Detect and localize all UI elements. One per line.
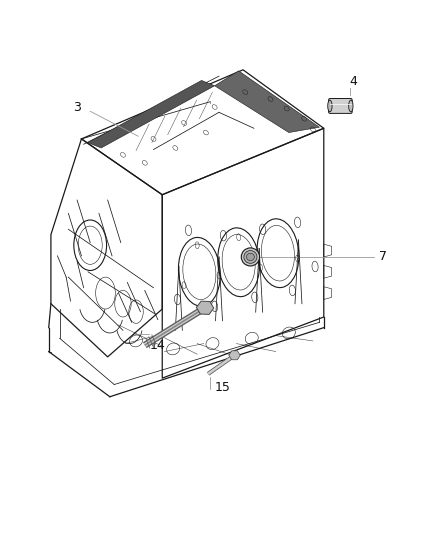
Polygon shape [88, 80, 215, 148]
Polygon shape [215, 71, 319, 133]
Ellipse shape [247, 253, 254, 261]
Text: 15: 15 [215, 381, 230, 394]
Text: 14: 14 [150, 338, 166, 352]
Polygon shape [229, 351, 240, 360]
Text: 4: 4 [350, 75, 357, 88]
Ellipse shape [328, 100, 332, 112]
Polygon shape [196, 301, 214, 314]
FancyBboxPatch shape [328, 99, 352, 114]
Text: 7: 7 [379, 251, 387, 263]
Ellipse shape [349, 100, 353, 112]
Ellipse shape [244, 251, 257, 263]
Ellipse shape [241, 248, 260, 266]
Text: 3: 3 [73, 101, 81, 114]
